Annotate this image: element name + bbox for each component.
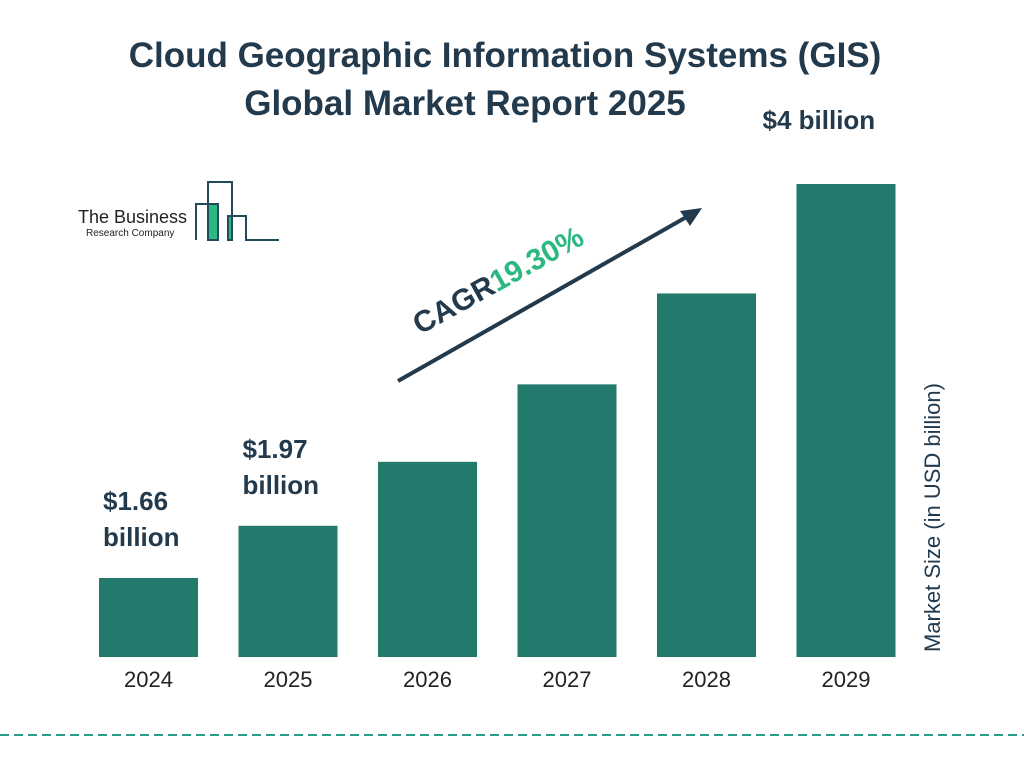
data-label: $1.97 [243,434,308,464]
chart-title-line2: Global Market Report 2025 [244,84,686,123]
logo: The Business Research Company [78,181,279,241]
logo-bar-icon [227,216,232,240]
data-label: billion [243,470,320,500]
logo-line1: The Business [78,207,187,227]
bar-2029 [796,184,896,657]
x-tick-label: 2024 [124,667,173,692]
logo-line2: Research Company [86,228,174,239]
logo-buildings-icon [195,181,279,241]
bar-2025 [238,525,338,657]
y-axis-label: Market Size (in USD billion) [920,383,945,652]
x-tick-label: 2026 [403,667,452,692]
cagr-arrow [397,213,691,383]
x-tick-label: 2027 [543,667,592,692]
data-label: $4 billion [763,105,876,135]
data-label: billion [103,522,180,552]
bar-2027 [517,384,617,657]
bar-2024 [99,578,198,657]
logo-bar-icon [208,204,217,240]
data-label: $1.66 [103,486,168,516]
bar-2028 [657,293,756,657]
x-tick-label: 2028 [682,667,731,692]
bar-2026 [378,461,477,657]
chart-title-line1: Cloud Geographic Information Systems (GI… [128,36,882,75]
x-tick-label: 2029 [822,667,871,692]
cagr-value: 19.30% [484,220,589,298]
x-tick-label: 2025 [264,667,313,692]
arrow-head-icon [680,208,702,226]
